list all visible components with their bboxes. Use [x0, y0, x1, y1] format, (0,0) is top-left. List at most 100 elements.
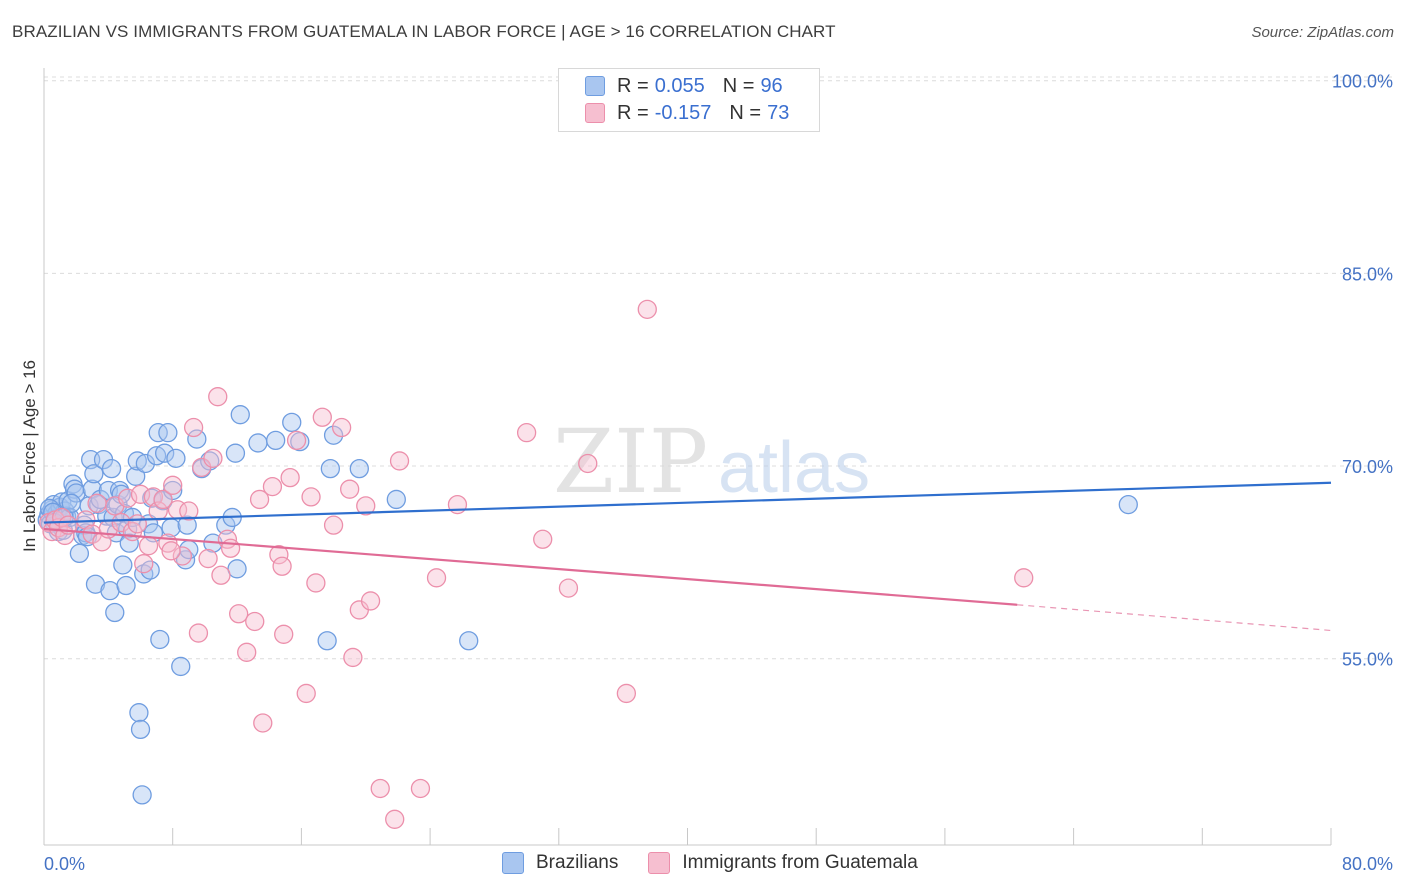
data-point: [516, 423, 537, 443]
data-point: [331, 417, 352, 438]
data-point: [116, 575, 136, 596]
data-point: [1118, 494, 1138, 515]
series-brazilians: [37, 405, 1138, 805]
x-tick-max: 80.0%: [1342, 854, 1393, 874]
y-tick-labels: 55.0% 70.0% 85.0% 100.0%: [1332, 72, 1393, 670]
data-point: [459, 631, 479, 651]
y-tick-label: 70.0%: [1342, 457, 1393, 477]
data-point: [389, 451, 410, 471]
data-point: [558, 578, 579, 598]
data-point: [127, 514, 147, 534]
data-point: [306, 573, 326, 593]
data-point: [320, 458, 341, 479]
data-point: [171, 656, 191, 677]
pink-swatch: [648, 852, 671, 874]
data-point: [249, 489, 270, 510]
n-label: N =: [729, 101, 762, 124]
data-point: [100, 581, 120, 601]
data-point: [155, 443, 175, 463]
legend-label: Brazilians: [536, 852, 619, 873]
data-point: [262, 476, 283, 497]
r-label: R =: [617, 74, 649, 97]
data-point: [280, 467, 300, 488]
r-value: 0.055: [654, 74, 705, 97]
data-point: [66, 483, 86, 503]
source-label: Source: ZipAtlas.com: [1251, 24, 1394, 41]
trend-lines: [43, 481, 1332, 632]
data-point: [360, 591, 381, 611]
data-point: [101, 458, 122, 479]
data-point: [385, 809, 405, 829]
data-point: [172, 546, 193, 566]
data-point: [312, 407, 332, 427]
data-point: [237, 642, 257, 662]
data-point: [135, 453, 156, 474]
data-point: [69, 543, 90, 564]
data-point: [282, 412, 302, 433]
n-value: 96: [760, 74, 783, 97]
data-point: [323, 425, 344, 445]
legend-item-brazilians[interactable]: Brazilians: [502, 852, 618, 874]
data-point: [161, 541, 181, 561]
data-point: [248, 433, 268, 453]
data-point: [286, 430, 307, 451]
legend-item-guatemala[interactable]: Immigrants from Guatemala: [648, 852, 918, 874]
data-point: [138, 536, 159, 556]
trend-line-guatemala-extrapolated: [1017, 604, 1332, 632]
data-point: [317, 631, 337, 651]
data-point: [266, 430, 286, 451]
data-point: [637, 299, 657, 319]
data-point: [119, 533, 139, 553]
r-label: R =: [617, 101, 649, 124]
data-point: [148, 423, 168, 443]
data-point: [370, 778, 390, 799]
data-point: [230, 405, 250, 425]
watermark-zip: ZIP: [553, 410, 708, 513]
data-point: [177, 515, 197, 535]
data-point: [188, 623, 209, 643]
data-point: [61, 493, 81, 513]
stats-legend: R = 0.055 N = 96 R = -0.157 N = 73: [558, 68, 820, 132]
n-label: N =: [722, 74, 755, 97]
data-point: [616, 683, 637, 704]
data-point: [225, 443, 246, 463]
data-point: [150, 629, 170, 650]
data-point: [211, 565, 231, 585]
data-point: [340, 479, 360, 499]
data-point: [130, 719, 151, 740]
data-point: [253, 713, 273, 733]
data-point: [163, 475, 183, 495]
trend-line-guatemala: [43, 527, 1018, 606]
data-point: [227, 559, 247, 579]
legend-row-guatemala: R = -0.157 N = 73: [585, 101, 789, 125]
pink-swatch: [585, 103, 605, 123]
data-point: [105, 602, 125, 623]
x-tick-min: 0.0%: [44, 854, 85, 874]
data-point: [323, 515, 344, 535]
data-point: [153, 489, 173, 510]
data-point: [187, 429, 207, 449]
legend-label: Immigrants from Guatemala: [682, 852, 918, 873]
data-point: [410, 778, 431, 799]
data-point: [296, 683, 316, 704]
data-point: [166, 448, 186, 468]
r-value: -0.157: [654, 101, 712, 124]
data-point: [269, 545, 289, 565]
data-point: [132, 785, 152, 805]
data-point: [179, 501, 199, 521]
data-point: [343, 647, 363, 668]
data-point: [245, 611, 265, 632]
data-point: [113, 555, 133, 575]
data-point: [229, 604, 249, 624]
data-point: [533, 529, 553, 549]
data-point: [356, 496, 376, 516]
y-tick-label: 100.0%: [1332, 72, 1393, 92]
data-point: [183, 417, 204, 438]
legend-row-brazilians: R = 0.055 N = 96: [585, 74, 783, 98]
trend-line-brazilians: [43, 481, 1332, 524]
data-point: [158, 423, 178, 443]
data-point: [274, 624, 294, 644]
data-point: [134, 554, 154, 574]
axes: [43, 68, 1332, 846]
